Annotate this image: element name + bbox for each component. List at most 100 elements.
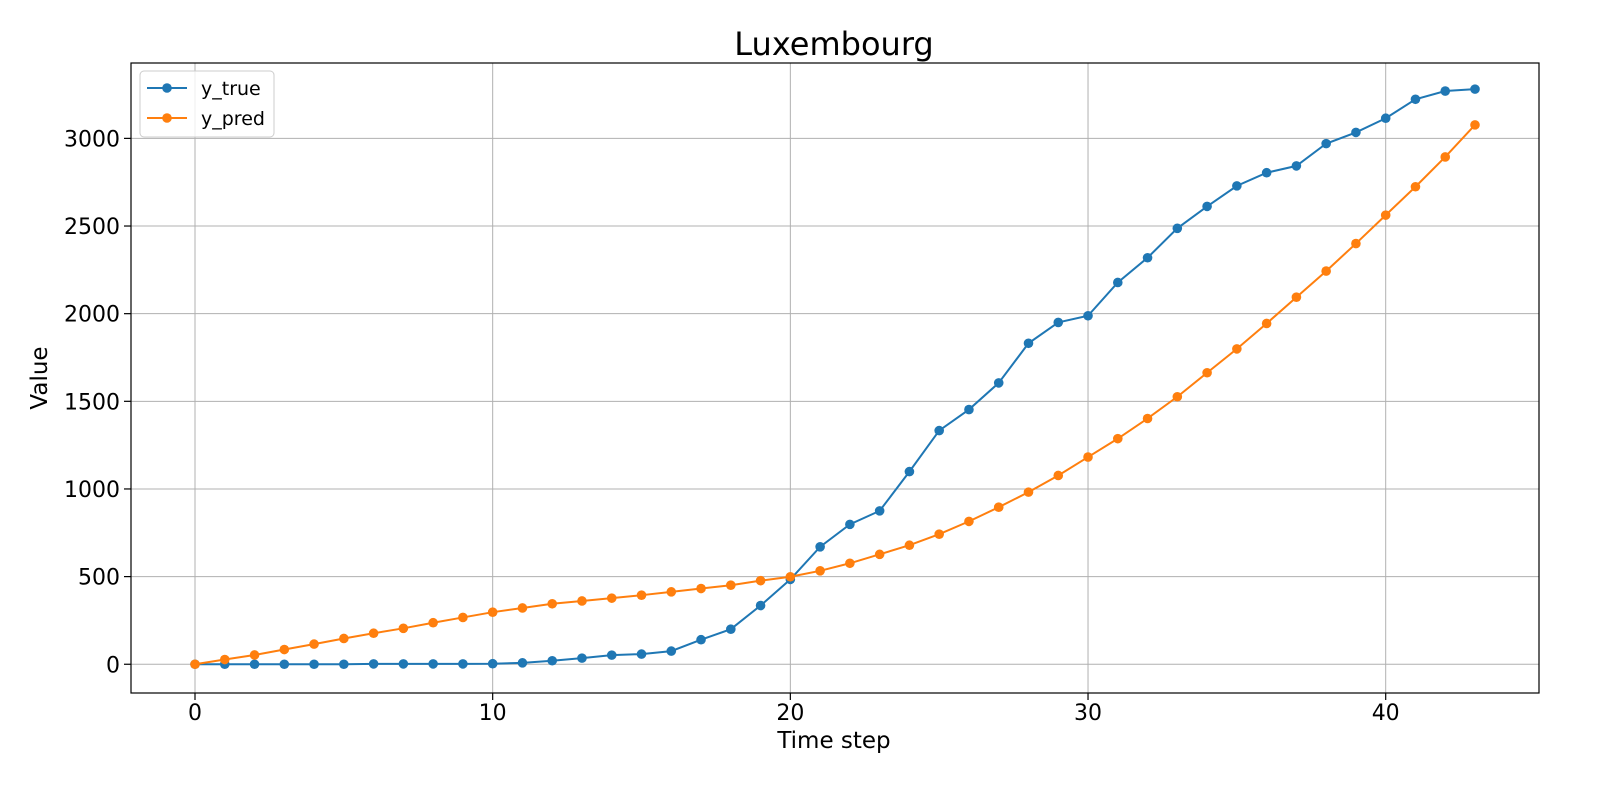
x-tick-label: 30	[1074, 701, 1102, 726]
data-point	[1232, 344, 1242, 354]
x-tick-label: 10	[479, 701, 507, 726]
legend: y_true y_pred	[139, 70, 275, 138]
data-point	[398, 623, 409, 634]
data-point	[1351, 127, 1361, 138]
data-point	[636, 649, 647, 659]
data-point	[726, 580, 736, 590]
y-tick-label: 0	[106, 653, 120, 678]
data-point	[666, 646, 677, 656]
y-tick-label: 3000	[64, 127, 120, 152]
series-line	[194, 124, 1476, 666]
series-y_pred	[190, 120, 1480, 670]
data-point	[934, 529, 944, 539]
data-point	[577, 653, 587, 663]
data-point	[904, 540, 915, 551]
data-point	[1083, 452, 1093, 462]
data-point	[249, 650, 260, 660]
data-point	[517, 603, 528, 613]
data-point	[904, 466, 915, 477]
data-point	[190, 659, 200, 670]
data-point	[339, 659, 349, 670]
data-point	[1351, 238, 1361, 249]
data-point	[1172, 391, 1183, 402]
data-point	[219, 654, 230, 665]
legend-label: y_true	[201, 78, 261, 100]
data-point	[666, 587, 677, 597]
data-point	[1470, 84, 1480, 94]
data-point	[696, 634, 706, 645]
data-point	[309, 659, 319, 670]
data-point	[547, 598, 558, 609]
data-point	[1053, 317, 1064, 328]
data-point	[1380, 210, 1391, 220]
data-point	[249, 659, 260, 670]
data-point	[398, 659, 409, 669]
data-point	[636, 590, 647, 600]
data-point	[1023, 487, 1034, 497]
x-tick-label: 0	[188, 701, 202, 726]
data-point	[845, 519, 855, 530]
data-point	[1172, 223, 1183, 234]
data-point	[874, 549, 885, 560]
y-axis-label: Value	[27, 346, 53, 409]
data-point	[309, 639, 319, 649]
data-point	[606, 650, 617, 660]
data-point	[1112, 433, 1123, 444]
data-point	[458, 612, 468, 623]
data-point	[279, 659, 290, 670]
data-point	[1261, 318, 1272, 329]
data-point	[1023, 338, 1034, 349]
data-point	[845, 558, 855, 569]
y-tick-label: 2500	[64, 215, 120, 240]
data-point	[1053, 470, 1064, 481]
y-tick-label: 500	[78, 566, 120, 591]
series-y_true	[190, 84, 1480, 670]
data-point	[577, 596, 587, 606]
y-axis-ticks: 0 500 1000 1500 2000 2500 3000	[64, 127, 131, 678]
data-point	[964, 516, 974, 527]
data-point	[1142, 413, 1153, 424]
data-point	[1440, 152, 1451, 162]
data-point	[368, 628, 379, 639]
data-point	[428, 617, 438, 628]
series-line	[195, 88, 1476, 666]
legend-marker	[162, 83, 172, 93]
data-point	[785, 571, 796, 582]
data-point	[458, 659, 468, 669]
data-point	[934, 425, 944, 436]
data-point	[1410, 181, 1421, 192]
data-point	[1321, 138, 1331, 149]
data-point	[368, 659, 379, 669]
series-layer	[190, 84, 1480, 670]
data-point	[755, 575, 766, 586]
data-point	[993, 378, 1004, 388]
legend-item-y_pred: y_pred	[147, 108, 265, 130]
data-point	[755, 600, 766, 611]
data-point	[517, 658, 528, 668]
data-point	[1410, 94, 1421, 105]
data-point	[487, 658, 498, 669]
chart-title: Luxembourg	[734, 25, 933, 63]
data-point	[487, 607, 498, 617]
legend-marker	[162, 113, 172, 123]
data-point	[964, 404, 974, 415]
data-point	[1470, 120, 1480, 130]
data-point	[1202, 367, 1212, 378]
x-tick-label: 20	[776, 701, 804, 726]
x-tick-label: 40	[1372, 701, 1400, 726]
x-axis-ticks: 0 10 20 30 40	[188, 693, 1400, 726]
data-point	[1232, 181, 1242, 191]
plot-area-frame	[130, 62, 1540, 694]
data-point	[547, 655, 558, 666]
data-point	[1440, 86, 1451, 96]
data-point	[428, 659, 438, 669]
data-point	[1380, 113, 1391, 124]
data-point	[815, 566, 825, 576]
data-point	[696, 583, 706, 594]
y-tick-label: 1500	[64, 390, 120, 415]
y-tick-label: 1000	[64, 478, 120, 503]
data-point	[815, 542, 825, 552]
data-point	[1291, 161, 1302, 171]
grid-lines	[131, 63, 1539, 693]
